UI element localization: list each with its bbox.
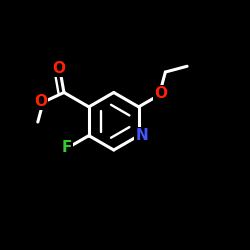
Text: O: O	[52, 61, 65, 76]
Text: O: O	[34, 94, 47, 109]
Text: O: O	[154, 86, 167, 101]
Text: F: F	[61, 140, 72, 155]
Text: N: N	[136, 128, 148, 143]
